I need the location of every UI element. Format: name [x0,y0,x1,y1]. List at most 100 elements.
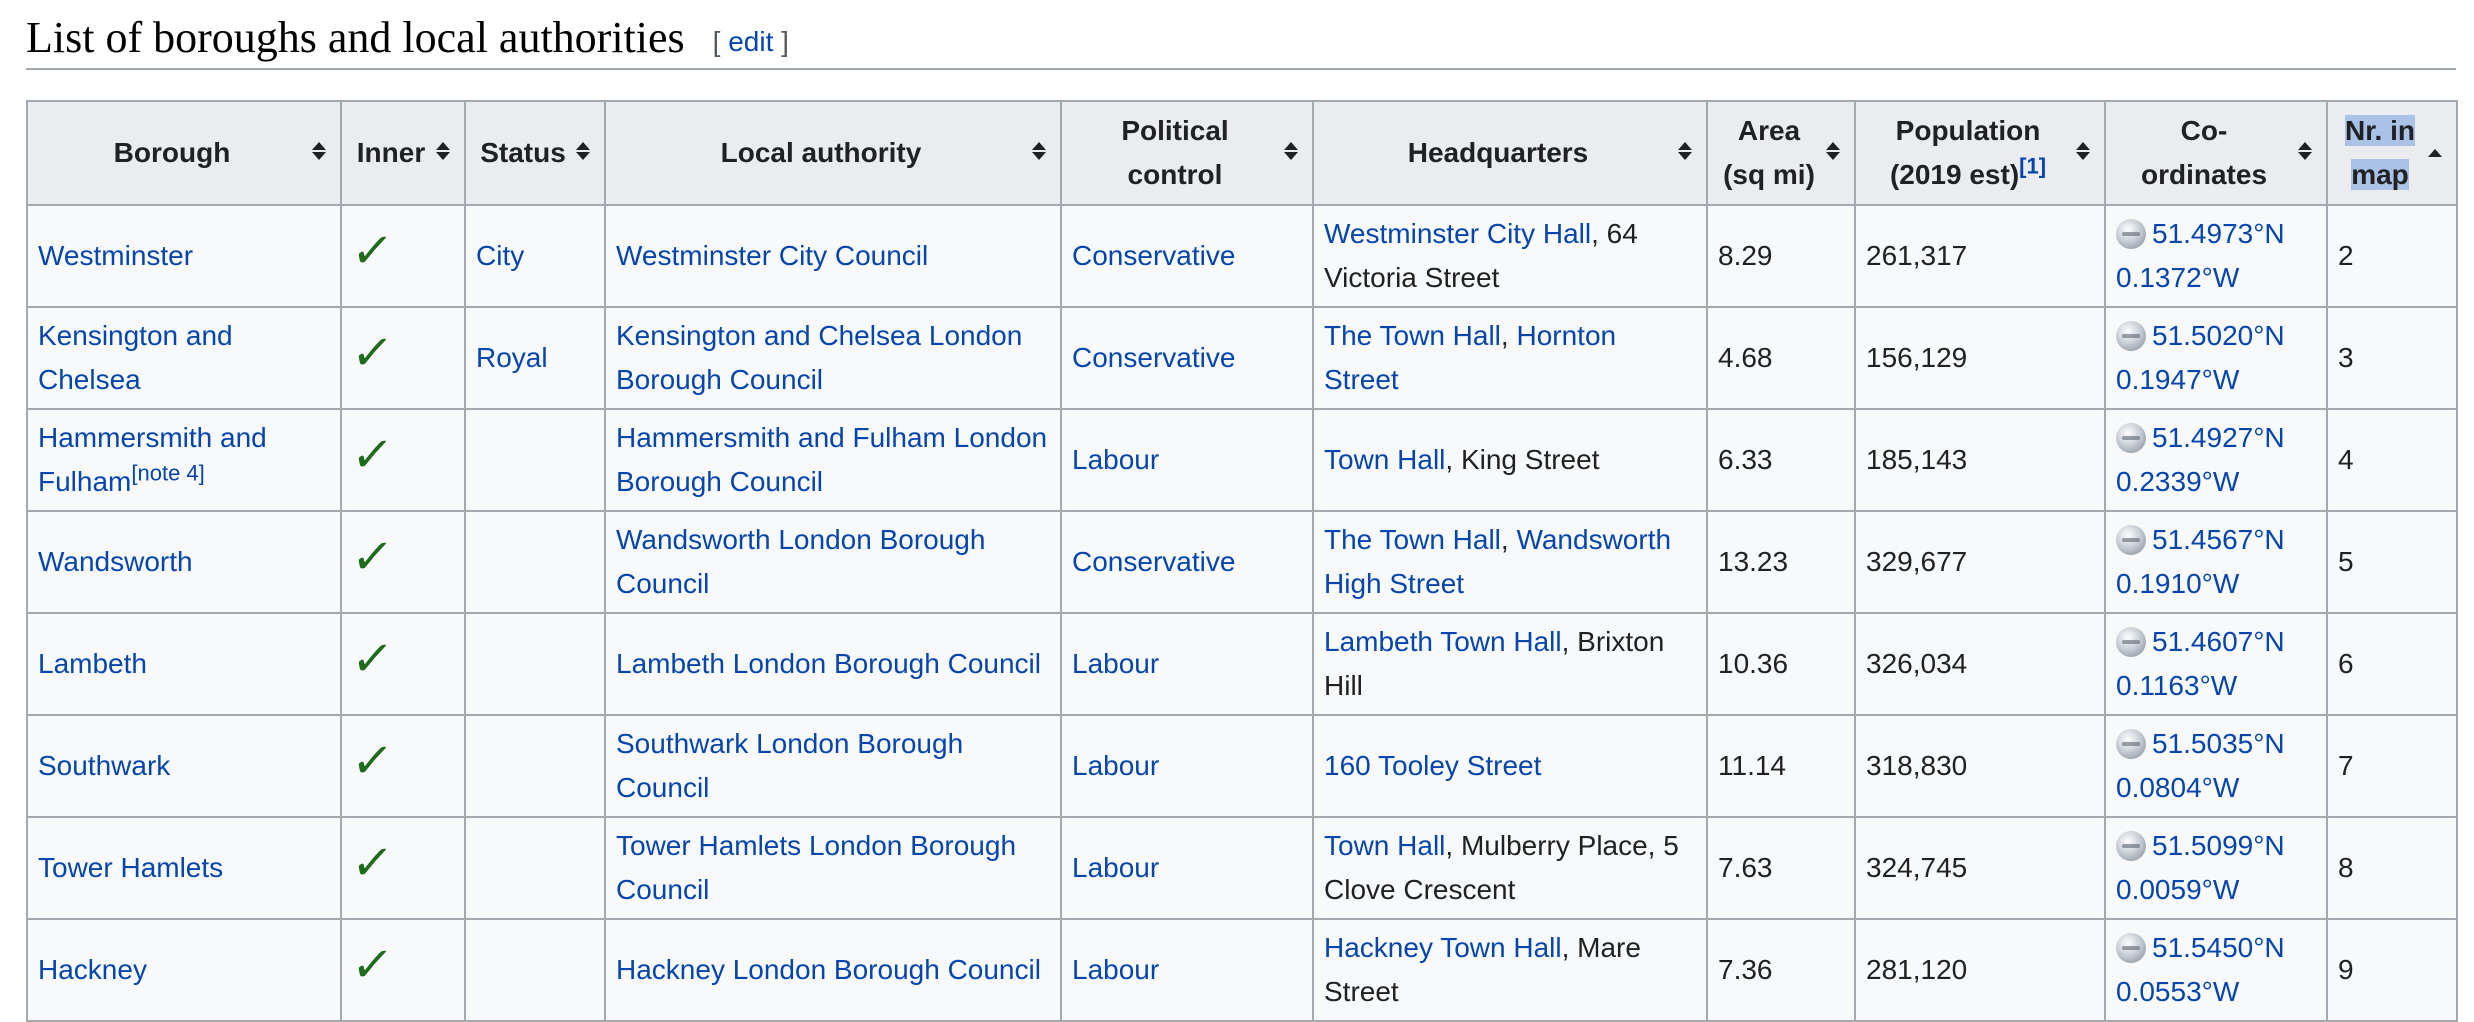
sort-both-icon[interactable] [2076,140,2090,166]
political-control-link[interactable]: Labour [1072,444,1160,475]
cell-status [464,918,606,1022]
cell-nr-in-map: 2 [2326,204,2458,308]
political-control-link[interactable]: Conservative [1072,546,1236,577]
coordinates-link[interactable]: 51.5099°N 0.0059°W [2116,830,2285,905]
coordinates-link[interactable]: 51.4567°N 0.1910°W [2116,524,2285,599]
political-control-link[interactable]: Labour [1072,648,1160,679]
local-authority-link[interactable]: Kensington and Chelsea London Borough Cou… [616,320,1023,395]
headquarters-link[interactable]: The Town Hall [1324,524,1501,555]
globe-icon[interactable] [2116,219,2146,249]
sort-both-icon[interactable] [576,140,590,166]
globe-icon[interactable] [2116,933,2146,963]
borough-link[interactable]: Kensington and Chelsea [38,320,233,395]
checkmark-icon: ✓ [348,429,397,482]
cell-borough: Tower Hamlets [26,816,342,920]
status-link[interactable]: Royal [476,342,548,373]
headquarters-link[interactable]: The Town Hall [1324,320,1501,351]
coordinates-link[interactable]: 51.4973°N 0.1372°W [2116,218,2285,293]
column-header-coordinates[interactable]: Co-ordinates [2104,100,2328,206]
column-header-political-control[interactable]: Political control [1060,100,1314,206]
edit-section-link[interactable]: edit [728,26,774,57]
coordinates-link[interactable]: 51.5020°N 0.1947°W [2116,320,2285,395]
political-control-link[interactable]: Labour [1072,750,1160,781]
political-control-link[interactable]: Labour [1072,852,1160,883]
political-control-link[interactable]: Labour [1072,954,1160,985]
globe-icon[interactable] [2116,423,2146,453]
headquarters-link[interactable]: Hackney Town Hall [1324,932,1562,963]
cell-area: 6.33 [1706,408,1856,512]
section-heading: List of boroughs and local authorities [… [26,12,2456,70]
borough-link[interactable]: Wandsworth [38,546,193,577]
borough-link[interactable]: Hackney [38,954,147,985]
sort-both-icon[interactable] [1678,140,1692,166]
coordinates-link[interactable]: 51.4607°N 0.1163°W [2116,626,2285,701]
cell-borough: Lambeth [26,612,342,716]
borough-link[interactable]: Hammersmith and Fulham [38,422,267,497]
headquarters-link[interactable]: 160 Tooley Street [1324,750,1542,781]
sort-both-icon[interactable] [2298,140,2312,166]
headquarters-street-link[interactable]: High Street [1324,568,1465,599]
political-control-link[interactable]: Conservative [1072,342,1236,373]
headquarters-link[interactable]: Town Hall [1324,444,1446,475]
cell-political-control: Labour [1060,408,1314,512]
local-authority-link[interactable]: Hammersmith and Fulham London Borough Cou… [616,422,1048,497]
sort-both-icon[interactable] [1284,140,1298,166]
cell-political-control: Labour [1060,918,1314,1022]
cell-status [464,408,606,512]
local-authority-link[interactable]: Southwark London Borough Council [616,728,964,803]
globe-icon[interactable] [2116,729,2146,759]
column-header-inner[interactable]: Inner [340,100,466,206]
local-authority-link[interactable]: Lambeth London Borough Council [616,648,1041,679]
globe-icon[interactable] [2116,321,2146,351]
column-header-status[interactable]: Status [464,100,606,206]
coordinates-link[interactable]: 51.5035°N 0.0804°W [2116,728,2285,803]
cell-nr-in-map: 6 [2326,612,2458,716]
headquarters-link[interactable]: Lambeth Town Hall [1324,626,1562,657]
borough-note-link[interactable]: [note 4] [131,460,205,486]
status-link[interactable]: City [476,240,525,271]
headquarters-street-link[interactable]: Wandsworth [1516,524,1672,555]
political-control-link[interactable]: Conservative [1072,240,1236,271]
borough-link[interactable]: Southwark [38,750,171,781]
sort-both-icon[interactable] [1032,140,1046,166]
checkmark-icon: ✓ [348,225,397,278]
cell-inner: ✓ [340,204,466,308]
cell-local-authority: Kensington and Chelsea London Borough Cou… [604,306,1062,410]
column-header-area[interactable]: Area (sq mi) [1706,100,1856,206]
headquarters-link[interactable]: Westminster City Hall [1324,218,1592,249]
column-header-local-authority[interactable]: Local authority [604,100,1062,206]
column-header-population[interactable]: Population (2019 est)[1] [1854,100,2106,206]
column-header-nr-in-map[interactable]: Nr. in map [2326,100,2458,206]
headquarters-street-link[interactable]: Hornton [1516,320,1617,351]
borough-link[interactable]: Tower Hamlets [38,852,224,883]
cell-area: 13.23 [1706,510,1856,614]
column-header-borough[interactable]: Borough [26,100,342,206]
section-title: List of boroughs and local authorities [26,13,685,62]
headquarters-link[interactable]: Town Hall [1324,830,1446,861]
coordinates-link[interactable]: 51.4927°N 0.2339°W [2116,422,2285,497]
sort-both-icon[interactable] [1826,140,1840,166]
sort-both-icon[interactable] [436,140,450,166]
cell-inner: ✓ [340,612,466,716]
sort-ascending-icon[interactable] [2428,143,2442,163]
sort-both-icon[interactable] [312,140,326,166]
table-row: Lambeth ✓ Lambeth London Borough Council… [26,612,2458,716]
population-reference-link[interactable]: [1] [2019,153,2047,179]
cell-status [464,612,606,716]
globe-icon[interactable] [2116,525,2146,555]
cell-political-control: Conservative [1060,306,1314,410]
headquarters-street-link[interactable]: Street [1324,364,1399,395]
globe-icon[interactable] [2116,627,2146,657]
local-authority-link[interactable]: Hackney London Borough Council [616,954,1041,985]
cell-borough: Hammersmith and Fulham[note 4] [26,408,342,512]
cell-local-authority: Hackney London Borough Council [604,918,1062,1022]
cell-local-authority: Tower Hamlets London Borough Council [604,816,1062,920]
borough-link[interactable]: Westminster [38,240,194,271]
local-authority-link[interactable]: Wandsworth London Borough Council [616,524,986,599]
borough-link[interactable]: Lambeth [38,648,147,679]
local-authority-link[interactable]: Tower Hamlets London Borough Council [616,830,1017,905]
local-authority-link[interactable]: Westminster City Council [616,240,929,271]
globe-icon[interactable] [2116,831,2146,861]
column-header-headquarters[interactable]: Headquarters [1312,100,1708,206]
table-row: Tower Hamlets ✓ Tower Hamlets London Bor… [26,816,2458,920]
